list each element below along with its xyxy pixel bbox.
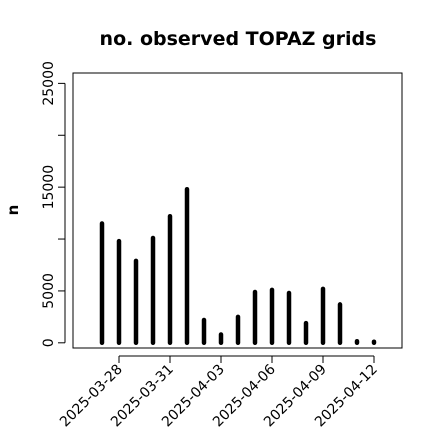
y-axis-label: n [4, 205, 22, 216]
bars [99, 186, 377, 346]
y-tick-label-5000: 5000 [41, 273, 57, 309]
y-axis: 0 5000 15000 25000 [41, 61, 66, 347]
chart-title: no. observed TOPAZ grids [100, 28, 377, 50]
y-tick-label-15000: 15000 [41, 165, 57, 210]
x-axis: 2025-03-282025-03-312025-04-032025-04-06… [57, 355, 381, 430]
y-tick-label-25000: 25000 [41, 61, 57, 106]
y-tick-label-0: 0 [41, 338, 57, 347]
plot-frame [72, 72, 403, 349]
